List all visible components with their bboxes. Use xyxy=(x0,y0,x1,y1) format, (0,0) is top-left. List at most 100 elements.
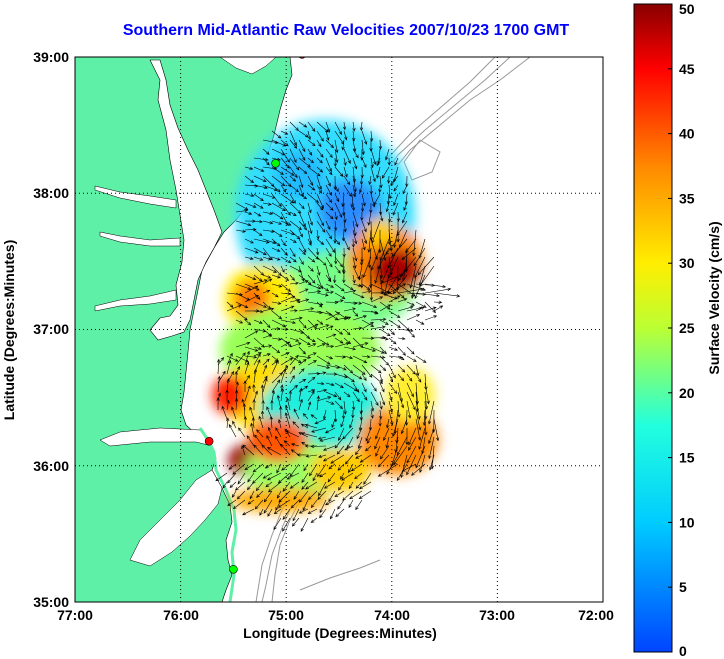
velocity-arrow xyxy=(393,193,399,207)
velocity-arrow xyxy=(271,220,283,225)
velocity-arrow xyxy=(216,358,221,375)
velocity-arrow xyxy=(350,463,363,472)
velocity-arrow xyxy=(253,301,268,308)
velocity-arrow xyxy=(370,346,385,354)
velocity-arrow xyxy=(222,481,228,489)
velocity-arrow xyxy=(334,355,346,359)
plot-frame xyxy=(74,56,604,603)
velocity-arrow xyxy=(379,373,384,383)
velocity-arrow xyxy=(316,184,322,194)
velocity-arrow xyxy=(352,157,358,170)
velocity-arrow xyxy=(288,390,292,402)
velocity-arrow xyxy=(244,283,260,291)
velocity-arrow xyxy=(367,247,372,269)
x-tick-label: 72:00 xyxy=(578,607,614,623)
velocity-arrow xyxy=(334,391,342,401)
velocity-arrow xyxy=(395,427,399,444)
velocity-arrow xyxy=(262,148,270,155)
velocity-arrow xyxy=(370,148,377,165)
velocity-arrow xyxy=(328,463,336,470)
colorbar-tick-label: 35 xyxy=(679,190,695,206)
grid-lines xyxy=(75,57,603,602)
velocity-arrow xyxy=(298,238,307,253)
velocity-arrow xyxy=(325,220,331,231)
velocity-arrow xyxy=(388,283,405,299)
velocity-arrow xyxy=(270,399,274,411)
velocity-arrow xyxy=(316,324,330,330)
velocity-arrow xyxy=(361,130,368,145)
velocity-arrow xyxy=(397,373,405,382)
velocity-arrow xyxy=(244,247,259,254)
velocity-arrow xyxy=(215,472,228,482)
velocity-arrow xyxy=(411,463,426,476)
velocity-arrow xyxy=(418,427,426,450)
velocity-arrow xyxy=(396,463,408,481)
velocity-arrow xyxy=(388,346,399,351)
velocity-arrow xyxy=(406,314,421,321)
velocity-arrow xyxy=(379,211,384,222)
velocity-arrow xyxy=(267,508,273,517)
velocity-arrow xyxy=(298,319,307,329)
velocity-arrow xyxy=(298,346,306,355)
velocity-arrow xyxy=(289,121,299,132)
velocity-arrow xyxy=(385,436,390,449)
velocity-arrow xyxy=(228,423,237,438)
velocity-arrow xyxy=(361,193,366,207)
velocity-arrow xyxy=(343,373,355,383)
velocity-arrow xyxy=(253,175,267,182)
velocity-arrow xyxy=(379,346,387,355)
velocity-arrow xyxy=(289,337,300,342)
velocity-arrow xyxy=(355,454,363,459)
velocity-arrow xyxy=(228,463,237,470)
velocity-arrow xyxy=(221,405,228,420)
velocity-arrow xyxy=(262,307,275,312)
velocity-arrow xyxy=(352,220,357,237)
velocity-arrow xyxy=(373,193,381,206)
velocity-arrow xyxy=(415,319,425,325)
velocity-arrow xyxy=(298,387,303,402)
velocity-arrow xyxy=(344,445,354,451)
velocity-arrow xyxy=(393,445,408,466)
velocity-arrow xyxy=(235,283,252,290)
velocity-arrow xyxy=(325,274,332,283)
velocity-arrow xyxy=(352,373,363,380)
velocity-arrow xyxy=(249,490,255,500)
velocity-arrow xyxy=(334,139,339,154)
velocity-arrow xyxy=(348,499,354,508)
velocity-arrow xyxy=(307,166,321,177)
velocity-arrow xyxy=(227,472,237,484)
velocity-arrow xyxy=(262,301,272,310)
velocity-arrow xyxy=(217,375,221,393)
velocity-arrow xyxy=(335,508,345,518)
velocity-arrow xyxy=(379,355,390,366)
velocity-arrow xyxy=(325,312,341,321)
velocity-arrow xyxy=(352,139,357,152)
velocity-arrow xyxy=(244,309,260,313)
velocity-arrow xyxy=(243,380,247,392)
velocity-arrow xyxy=(298,247,306,256)
velocity-arrow xyxy=(279,405,283,420)
potomac-river xyxy=(94,185,177,209)
velocity-arrow xyxy=(316,343,326,348)
velocity-arrow xyxy=(383,427,390,442)
velocity-arrow xyxy=(325,400,335,405)
velocity-arrow xyxy=(346,436,354,449)
velocity-arrow xyxy=(307,343,317,348)
velocity-arrow xyxy=(334,283,345,292)
velocity-arrow xyxy=(336,445,345,455)
colorbar-tick-label: 0 xyxy=(679,643,687,659)
velocity-arrow xyxy=(334,193,340,203)
velocity-arrow xyxy=(235,381,239,393)
velocity-arrow xyxy=(376,157,381,167)
velocity-arrow xyxy=(325,256,333,268)
velocity-arrow xyxy=(298,157,311,168)
velocity-arrow xyxy=(243,416,247,429)
velocity-arrow xyxy=(226,399,230,411)
velocity-arrow xyxy=(388,256,393,276)
velocity-arrow xyxy=(280,256,292,264)
colorbar-ticks: 0 5 10 15 20 25 30 35 40 45 50 xyxy=(668,1,695,659)
velocity-arrow xyxy=(253,368,258,384)
velocity-arrow xyxy=(307,238,312,246)
velocity-arrow xyxy=(298,220,308,231)
